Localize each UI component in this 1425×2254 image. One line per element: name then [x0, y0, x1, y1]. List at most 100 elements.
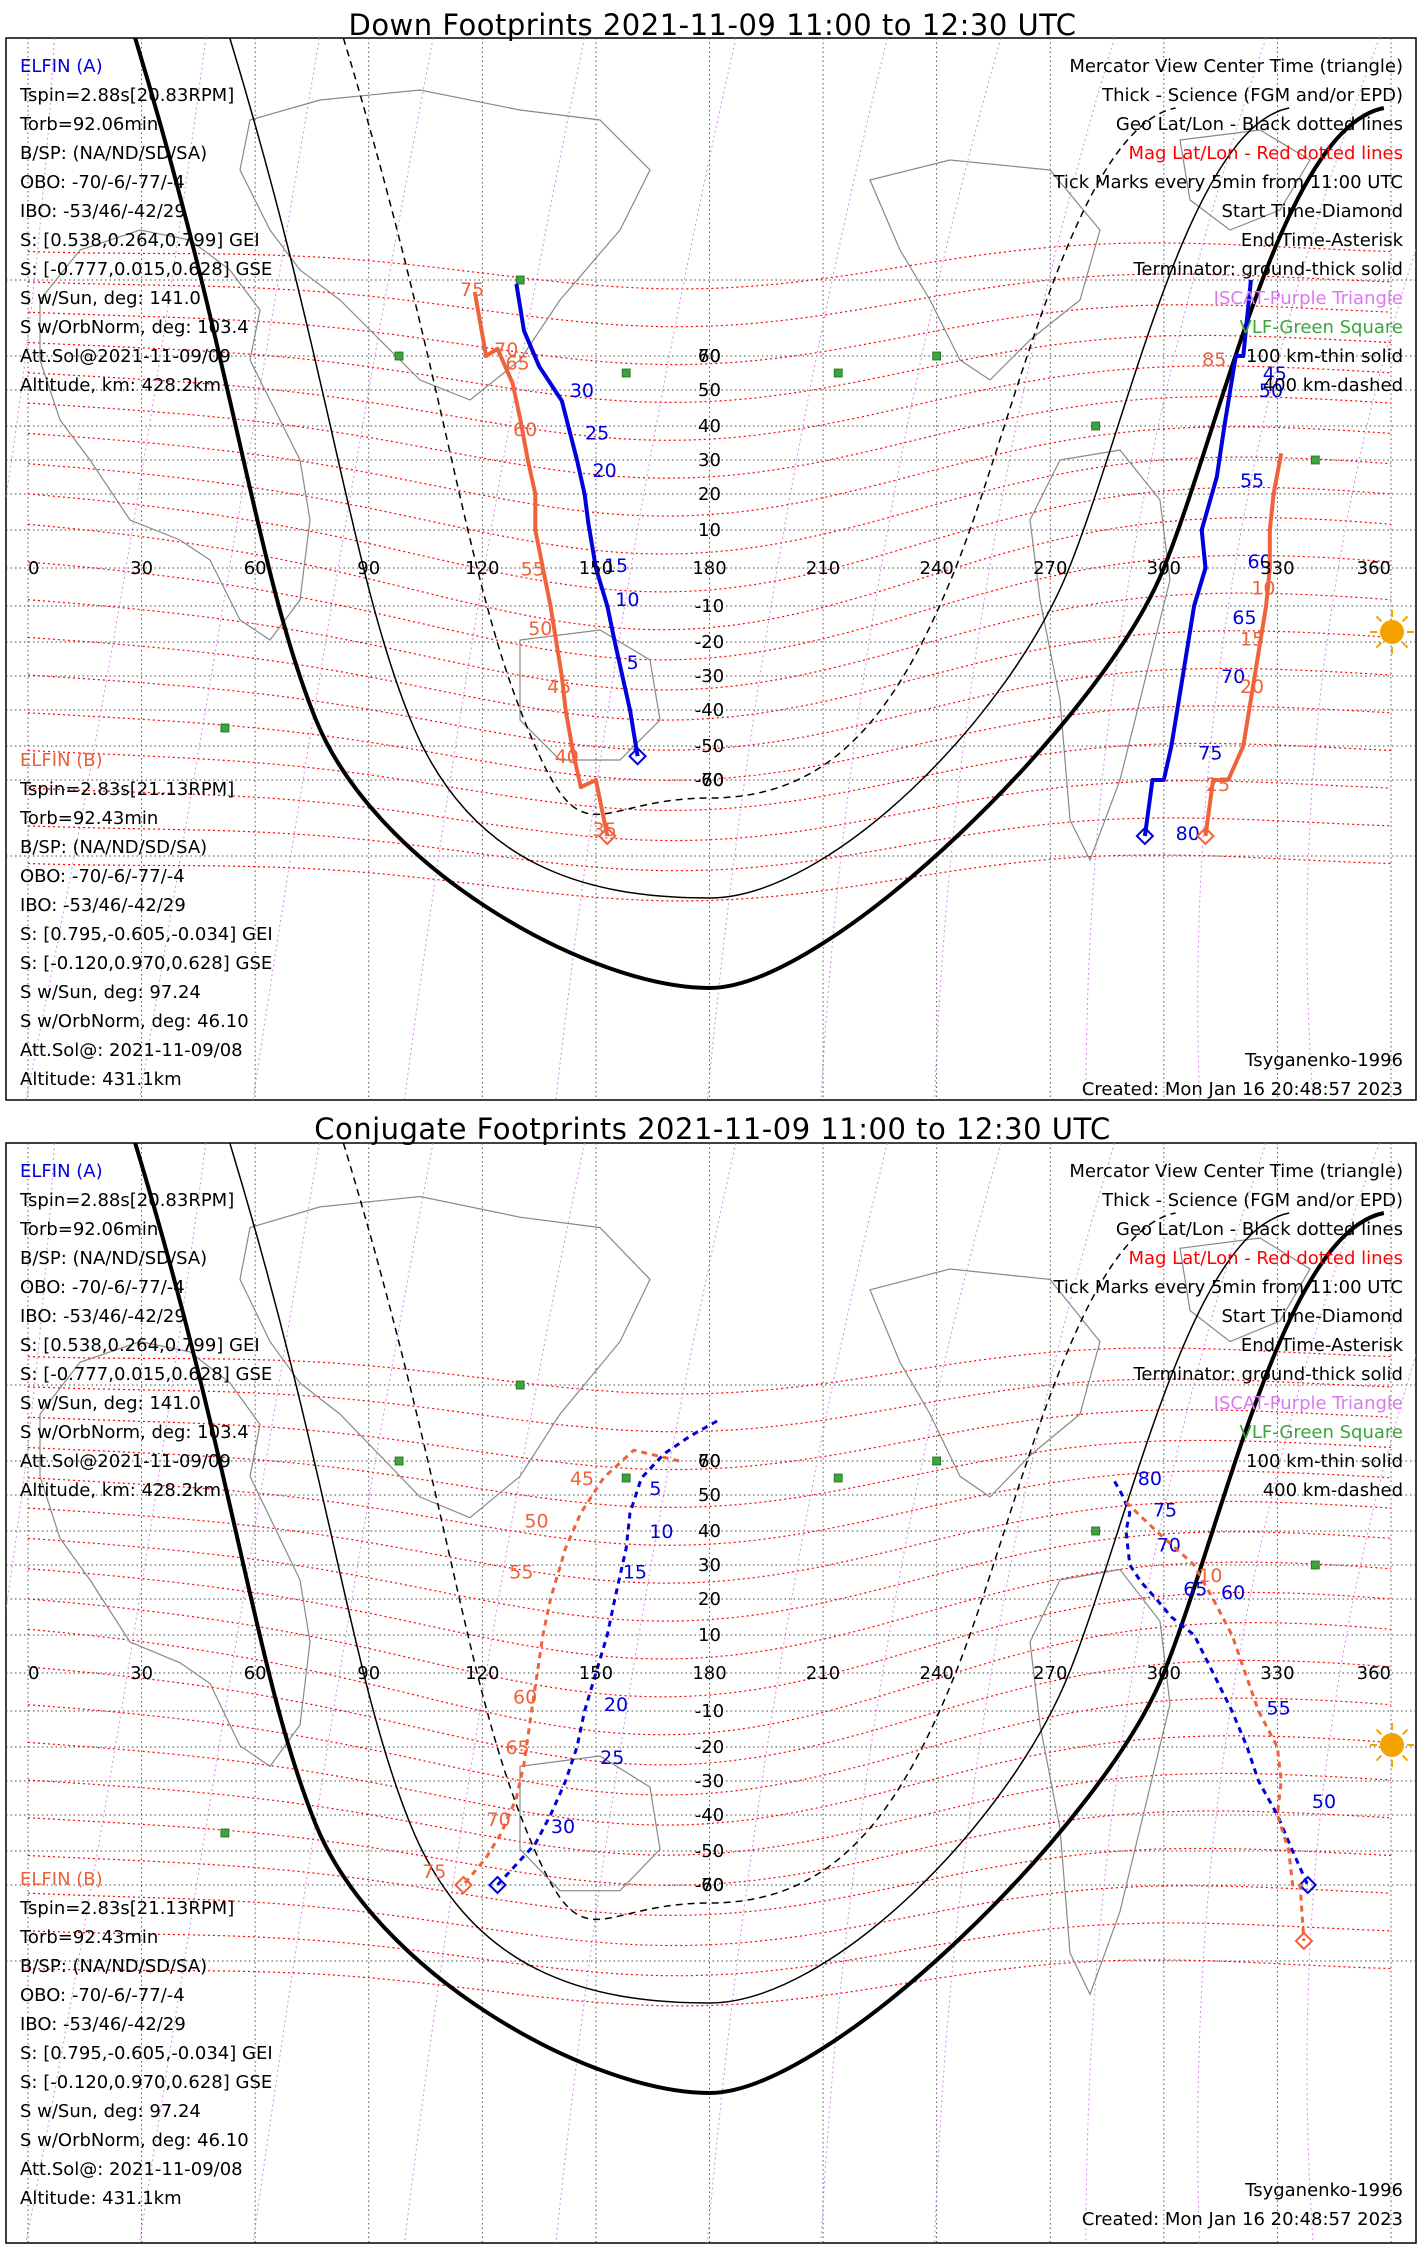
elfin-a-info: S w/Sun, deg: 141.0 [20, 288, 201, 309]
track-a_pass2 [1142, 279, 1253, 837]
start-diamond [453, 1875, 473, 1895]
elfin-b-info: S w/Sun, deg: 97.24 [20, 982, 201, 1003]
elfin-a-info: OBO: -70/-6/-77/-4 [20, 1277, 185, 1298]
lon-tick: 150 [579, 558, 613, 579]
start-diamond [1294, 1931, 1314, 1951]
tick-label: 45 [570, 1468, 594, 1490]
lon-tick: 90 [357, 1663, 380, 1684]
mag-parallel [27, 1470, 1392, 1546]
coastline [519, 629, 661, 761]
terminator-ground [133, 1143, 1385, 2096]
tick-label: 45 [1263, 363, 1287, 385]
legend-item: Start Time-Diamond [1221, 1306, 1403, 1327]
legend-item: Mag Lat/Lon - Red dotted lines [1128, 1248, 1403, 1269]
elfin-a-info: Tspin=2.88s[20.83RPM] [20, 85, 235, 106]
vlf-square [932, 351, 942, 361]
sun-ray [1375, 1754, 1383, 1762]
elfin-a-info: B/SP: (NA/ND/SD/SA) [20, 1248, 208, 1269]
tick-label: 25 [1206, 774, 1230, 796]
mag-meridian [706, 38, 888, 1100]
sun-ray [1375, 641, 1383, 649]
mag-parallel [27, 1922, 1392, 1977]
lon-tick: 300 [1147, 1663, 1181, 1684]
mag-meridian [1197, 1143, 1381, 2243]
lon-tick: 330 [1260, 1663, 1294, 1684]
tick-label: 75 [422, 1861, 446, 1883]
tick-label: 60 [513, 1686, 537, 1708]
lon-tick: 30 [130, 558, 153, 579]
elfin-a-label: ELFIN (A) [20, 1161, 103, 1182]
sun-disc [1380, 1733, 1404, 1757]
lat-tick: -30 [695, 1771, 724, 1792]
lat-tick: 10 [698, 520, 721, 541]
tick-label: 50 [524, 1510, 548, 1532]
elfin-a-info: Altitude, km: 428.2km [20, 1480, 222, 1501]
lon-tick: 0 [28, 558, 39, 579]
coastline [239, 89, 651, 401]
coastline [239, 1195, 651, 1519]
mag-meridian [820, 1143, 1002, 2243]
elfin-a-info: Att.Sol@2021-11-09/09 [20, 1451, 231, 1472]
mag-meridian [252, 1143, 434, 2243]
elfin-a-info: S: [-0.777,0.015,0.628] GSE [20, 1364, 273, 1385]
lat-tick: 40 [698, 416, 721, 437]
mag-parallel [27, 1347, 1392, 1395]
mag-parallel [27, 1500, 1392, 1584]
coastline [519, 1755, 661, 1892]
mag-meridian [1085, 38, 1267, 1100]
legend-item: 400 km-dashed [1262, 375, 1403, 396]
tick-label: 20 [604, 1694, 628, 1716]
mag-parallel [27, 242, 1392, 290]
mag-meridian [706, 1143, 888, 2243]
tick-label: 60 [1221, 1582, 1245, 1604]
vlf-square [220, 723, 230, 733]
sun-ray [1375, 1728, 1383, 1736]
lat-tick: 70 [698, 346, 721, 367]
legend-item: 100 km-thin solid [1246, 1451, 1403, 1472]
lon-tick: 210 [806, 558, 840, 579]
tick-label: 65 [1232, 607, 1256, 629]
lon-tick: 240 [919, 558, 953, 579]
legend-item: Thick - Science (FGM and/or EPD) [1102, 85, 1403, 106]
vlf-square [621, 1473, 631, 1483]
lat-tick: 30 [698, 450, 721, 471]
elfin-a-info: Altitude, km: 428.2km [20, 375, 222, 396]
elfin-a-info: S: [0.538,0.264,0.799] GEI [20, 230, 260, 251]
tick-label: 25 [600, 1747, 624, 1769]
mag-meridian [6, 38, 55, 501]
track-b_pass1 [472, 291, 610, 837]
lat-tick: -60 [695, 1875, 724, 1896]
lon-tick: 90 [357, 558, 380, 579]
elfin-a-info: OBO: -70/-6/-77/-4 [20, 172, 185, 193]
elfin-b-info: OBO: -70/-6/-77/-4 [20, 866, 185, 887]
track-a_pass1 [496, 1419, 718, 1887]
elfin-b-info: S: [-0.120,0.970,0.628] GSE [20, 2072, 273, 2093]
elfin-b-info: B/SP: (NA/ND/SD/SA) [20, 1956, 208, 1977]
lat-tick: -40 [695, 1805, 724, 1826]
tick-label: 40 [555, 746, 579, 768]
elfin-a-info: IBO: -53/46/-42/29 [20, 1306, 186, 1327]
tick-label: 5 [627, 652, 639, 674]
tick-label: 70 [1157, 1534, 1181, 1556]
tick-label: 70 [487, 1809, 511, 1831]
tick-label: 55 [509, 1562, 533, 1584]
sun-ray [1401, 1728, 1409, 1736]
panel-title-conjugate: Conjugate Footprints 2021-11-09 11:00 to… [314, 1112, 1111, 1146]
mag-meridian [934, 1143, 1116, 2243]
vlf-square [833, 1473, 843, 1483]
footer-created: Created: Mon Jan 16 20:48:57 2023 [1081, 2209, 1403, 2230]
mag-parallel [27, 486, 1392, 593]
lon-tick: 270 [1033, 558, 1067, 579]
legend-item: VLF-Green Square [1239, 317, 1403, 338]
legend-item: VLF-Green Square [1239, 1422, 1403, 1443]
tick-label: 15 [1240, 628, 1264, 650]
map-body: 3025201510575706560555045403545505560657… [6, 38, 1416, 1100]
tick-label: 50 [1259, 380, 1283, 402]
sun-disc [1380, 620, 1404, 644]
tick-label: 35 [593, 819, 617, 841]
elfin-a-info: S w/OrbNorm, deg: 103.4 [20, 317, 249, 338]
legend-item: 400 km-dashed [1262, 1480, 1403, 1501]
